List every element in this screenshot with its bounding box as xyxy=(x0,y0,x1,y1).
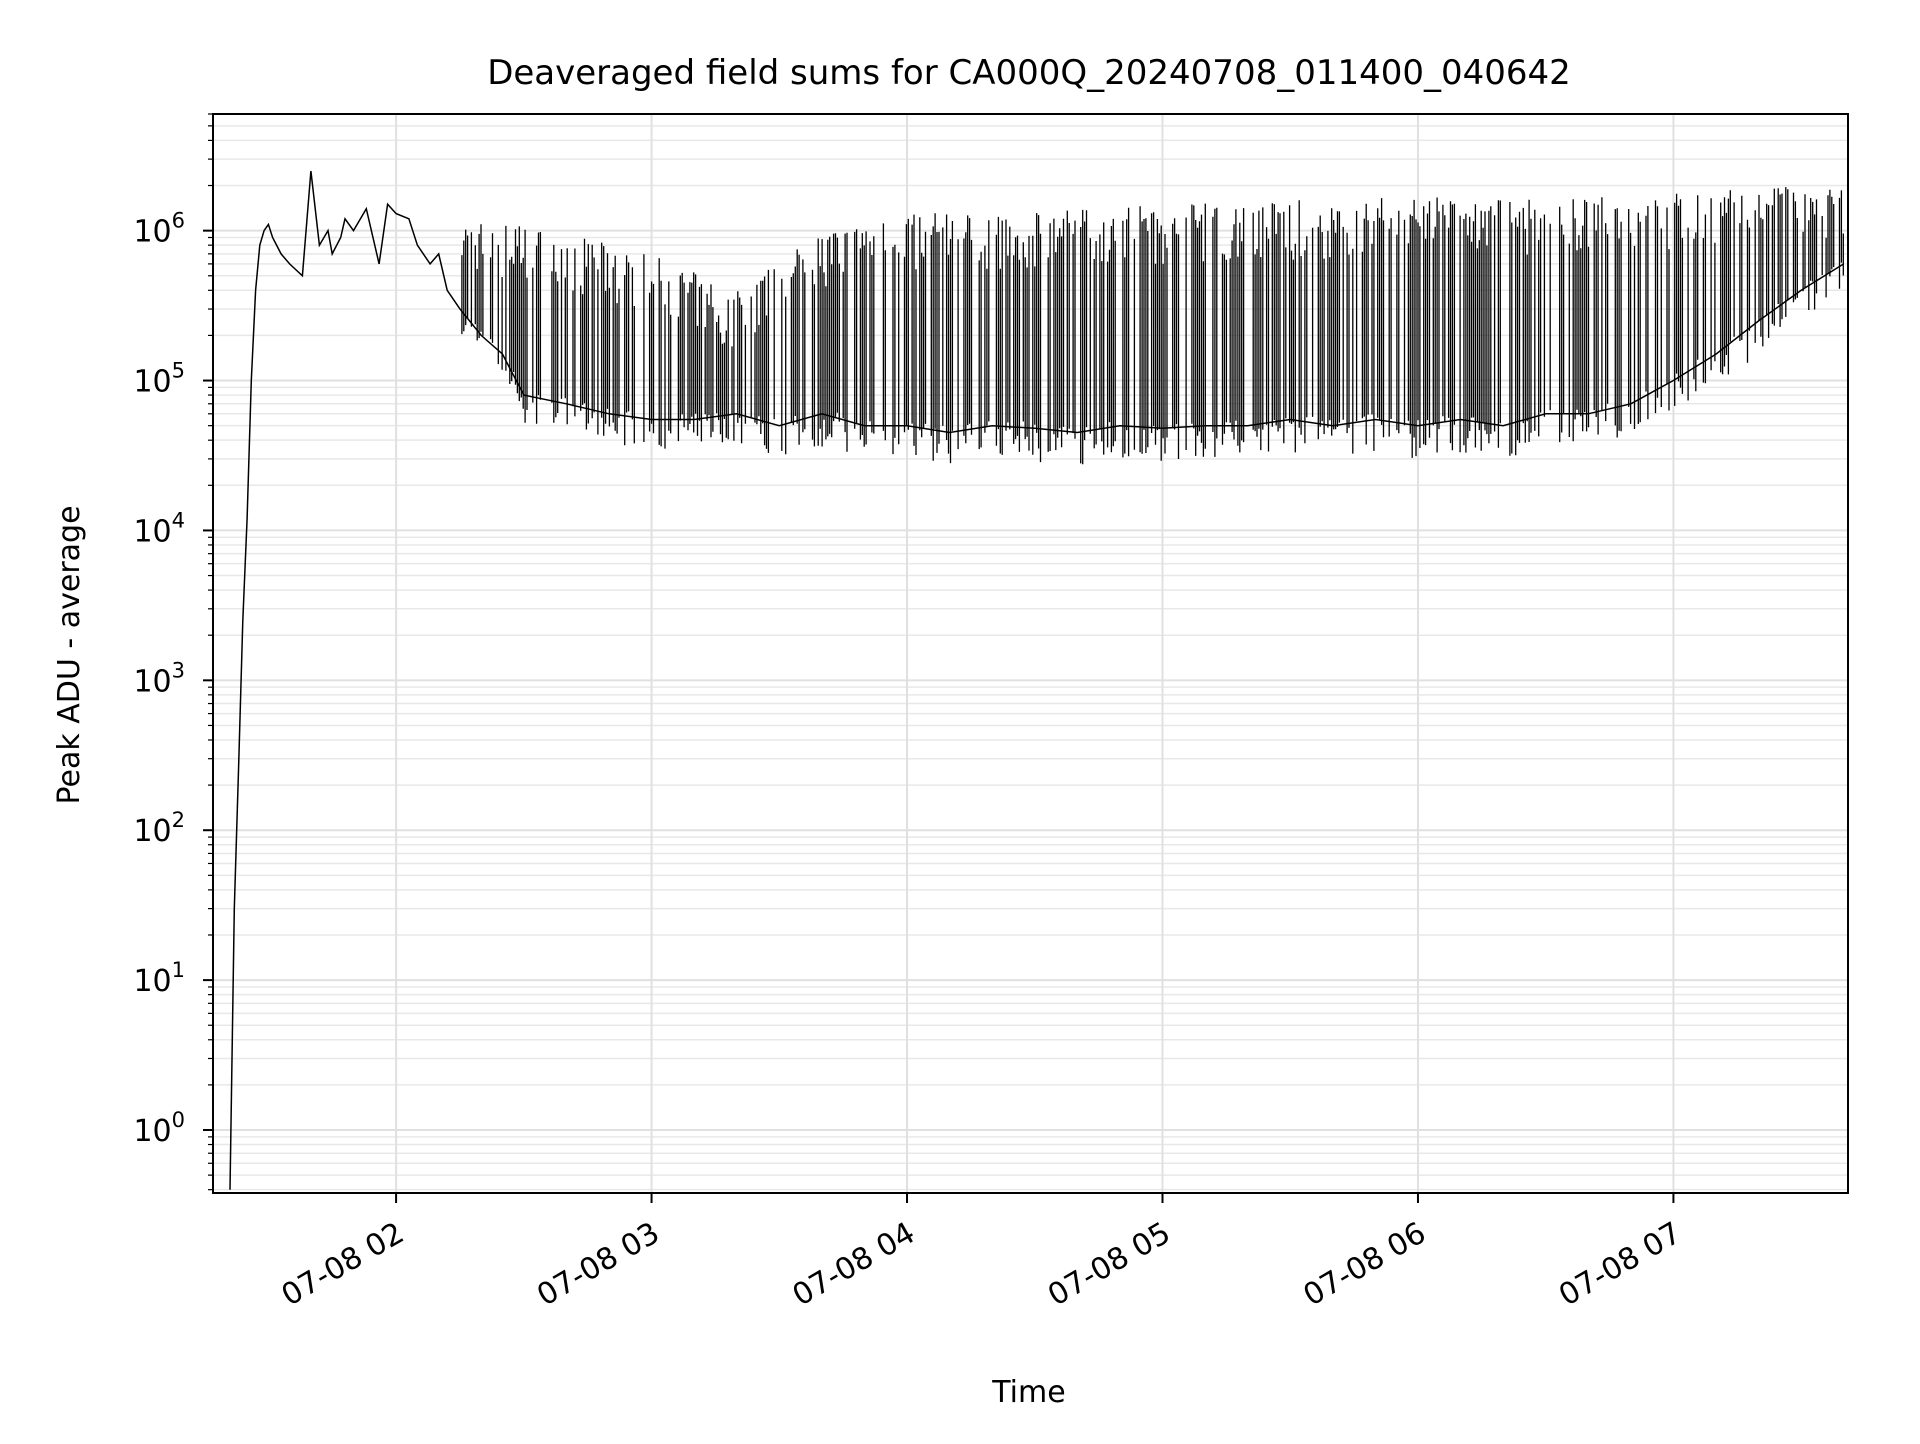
y-tick-label: 104 xyxy=(133,508,185,549)
y-axis-label: Peak ADU - average xyxy=(52,505,87,804)
series-spikes xyxy=(461,187,1844,465)
y-tick-label: 106 xyxy=(133,209,185,250)
chart-title: Deaveraged field sums for CA000Q_2024070… xyxy=(487,53,1571,93)
y-tick-label: 102 xyxy=(133,808,185,849)
y-tick-label: 100 xyxy=(133,1108,185,1149)
x-axis-label: Time xyxy=(991,1375,1065,1410)
y-tick-label: 101 xyxy=(133,958,185,999)
y-tick-label: 103 xyxy=(133,658,185,699)
plot-area-frame xyxy=(212,113,1849,1194)
y-tick-label: 105 xyxy=(133,359,185,400)
data-layer xyxy=(229,170,1845,1190)
